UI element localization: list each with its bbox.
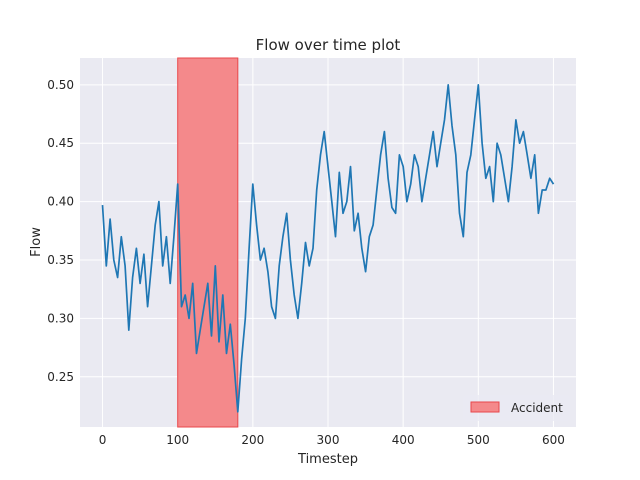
chart-title: Flow over time plot xyxy=(256,36,401,54)
legend-label-accident: Accident xyxy=(511,401,563,415)
y-tick-label: 0.35 xyxy=(47,253,74,267)
x-axis-label: Timestep xyxy=(297,452,358,467)
y-tick-label: 0.40 xyxy=(47,195,74,209)
y-tick-label: 0.45 xyxy=(47,136,74,150)
x-tick-label: 200 xyxy=(241,433,264,447)
x-tick-label: 600 xyxy=(542,433,565,447)
y-tick-label: 0.30 xyxy=(47,311,74,325)
x-tick-label: 100 xyxy=(166,433,189,447)
y-tick-labels: 0.25 0.30 0.35 0.40 0.45 0.50 xyxy=(47,78,74,384)
series-layer xyxy=(101,84,555,413)
legend: Accident xyxy=(463,395,570,421)
legend-swatch-accident xyxy=(470,401,500,413)
accident-span-layer xyxy=(177,57,239,428)
x-tick-label: 300 xyxy=(317,433,340,447)
accident-span xyxy=(177,57,239,428)
x-tick-labels: 0 100 200 300 400 500 600 xyxy=(99,433,565,447)
y-tick-label: 0.25 xyxy=(47,370,74,384)
x-tick-label: 0 xyxy=(99,433,107,447)
x-tick-label: 400 xyxy=(392,433,415,447)
y-tick-label: 0.50 xyxy=(47,78,74,92)
x-tick-label: 500 xyxy=(467,433,490,447)
y-axis-label: Flow xyxy=(29,227,44,257)
flow-series-line xyxy=(101,84,555,413)
